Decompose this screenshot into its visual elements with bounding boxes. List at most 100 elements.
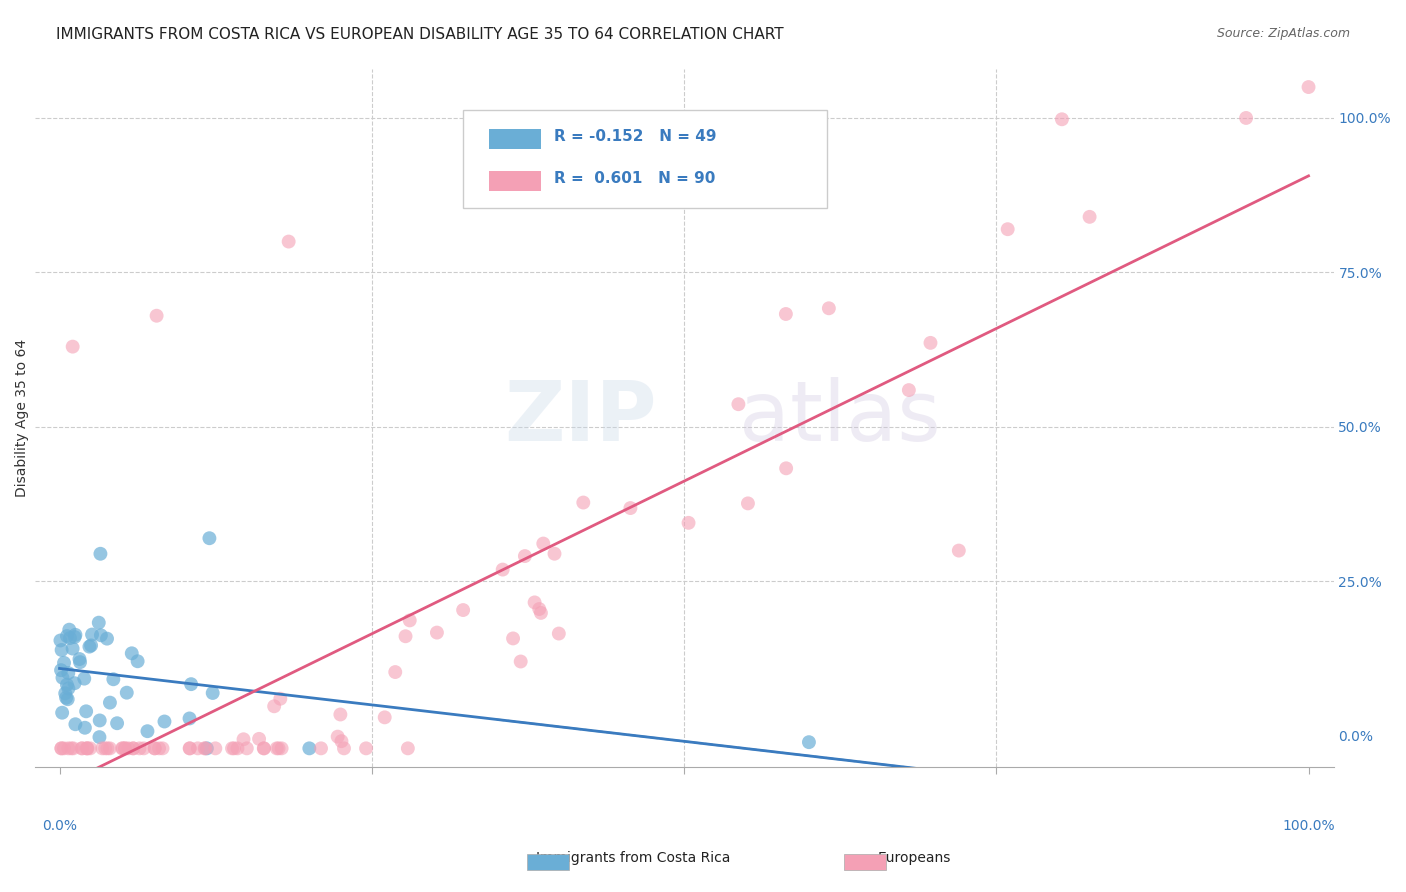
Immigrants from Costa Rica [80, 639, 103, 653]
Europeans [70, 741, 93, 756]
Europeans [775, 461, 797, 475]
Europeans [398, 614, 420, 628]
Europeans [266, 741, 288, 756]
Europeans [222, 741, 245, 756]
Europeans [98, 741, 121, 756]
Europeans [70, 741, 93, 756]
Europeans [426, 625, 449, 640]
Europeans [269, 691, 291, 706]
FancyBboxPatch shape [463, 111, 827, 208]
Europeans [270, 741, 292, 756]
Immigrants from Costa Rica [90, 628, 112, 642]
Immigrants from Costa Rica [63, 676, 86, 690]
Europeans [94, 741, 117, 756]
Europeans [148, 741, 170, 756]
Europeans [513, 549, 536, 563]
Immigrants from Costa Rica [115, 686, 138, 700]
Immigrants from Costa Rica [69, 655, 91, 669]
Europeans [330, 734, 353, 748]
Europeans [1050, 112, 1073, 127]
Europeans [52, 741, 75, 756]
Immigrants from Costa Rica [103, 673, 125, 687]
Europeans [396, 741, 419, 756]
Europeans [143, 741, 166, 756]
Europeans [543, 547, 565, 561]
Immigrants from Costa Rica [153, 714, 176, 729]
Immigrants from Costa Rica [58, 666, 80, 681]
Europeans [111, 741, 134, 756]
Europeans [226, 741, 249, 756]
Europeans [145, 309, 167, 323]
Europeans [1234, 111, 1257, 125]
Immigrants from Costa Rica [89, 547, 111, 561]
Europeans [51, 741, 73, 756]
Immigrants from Costa Rica [53, 686, 76, 700]
Europeans [1298, 80, 1320, 95]
Europeans [132, 741, 155, 756]
Europeans [531, 536, 554, 550]
Europeans [187, 741, 209, 756]
Europeans [76, 741, 98, 756]
Europeans [394, 629, 416, 643]
Immigrants from Costa Rica [49, 663, 72, 677]
Immigrants from Costa Rica [51, 706, 73, 720]
Immigrants from Costa Rica [180, 677, 202, 691]
Europeans [818, 301, 841, 316]
Immigrants from Costa Rica [198, 531, 221, 545]
Europeans [79, 741, 101, 756]
Europeans [547, 626, 569, 640]
Immigrants from Costa Rica [56, 678, 79, 692]
Europeans [143, 741, 166, 756]
Europeans [111, 741, 134, 756]
Immigrants from Costa Rica [56, 692, 79, 706]
Immigrants from Costa Rica [89, 730, 111, 744]
Europeans [193, 741, 215, 756]
Europeans [58, 741, 80, 756]
Europeans [333, 741, 356, 756]
Europeans [60, 741, 83, 756]
Europeans [775, 307, 797, 321]
Europeans [253, 741, 276, 756]
Europeans [267, 741, 290, 756]
Immigrants from Costa Rica [73, 672, 96, 686]
Europeans [920, 335, 942, 350]
Immigrants from Costa Rica [179, 711, 201, 725]
Europeans [1078, 210, 1101, 224]
Europeans [114, 741, 136, 756]
Y-axis label: Disability Age 35 to 64: Disability Age 35 to 64 [15, 339, 30, 497]
Europeans [492, 563, 515, 577]
Europeans [374, 710, 396, 724]
Immigrants from Costa Rica [87, 615, 110, 630]
Immigrants from Costa Rica [59, 631, 82, 645]
Europeans [529, 602, 551, 616]
Europeans [117, 741, 139, 756]
Immigrants from Costa Rica [121, 646, 143, 660]
Immigrants from Costa Rica [58, 623, 80, 637]
Europeans [326, 730, 349, 744]
Immigrants from Costa Rica [65, 717, 87, 731]
Europeans [309, 741, 332, 756]
Immigrants from Costa Rica [89, 714, 111, 728]
Europeans [253, 741, 276, 756]
Europeans [354, 741, 377, 756]
Immigrants from Costa Rica [73, 721, 96, 735]
Text: Europeans: Europeans [877, 851, 950, 865]
Europeans [384, 665, 406, 679]
Immigrants from Costa Rica [51, 671, 73, 685]
Europeans [221, 741, 243, 756]
Europeans [96, 741, 118, 756]
Immigrants from Costa Rica [65, 628, 87, 642]
Europeans [76, 741, 98, 756]
Immigrants from Costa Rica [127, 654, 149, 668]
Europeans [122, 741, 145, 756]
Europeans [523, 595, 546, 609]
Europeans [737, 496, 759, 510]
Text: Immigrants from Costa Rica: Immigrants from Costa Rica [536, 851, 730, 865]
Europeans [572, 495, 595, 509]
Europeans [91, 741, 114, 756]
Immigrants from Costa Rica [75, 704, 97, 718]
Europeans [62, 741, 84, 756]
Europeans [329, 707, 352, 722]
Text: 100.0%: 100.0% [1282, 819, 1334, 833]
Europeans [179, 741, 201, 756]
